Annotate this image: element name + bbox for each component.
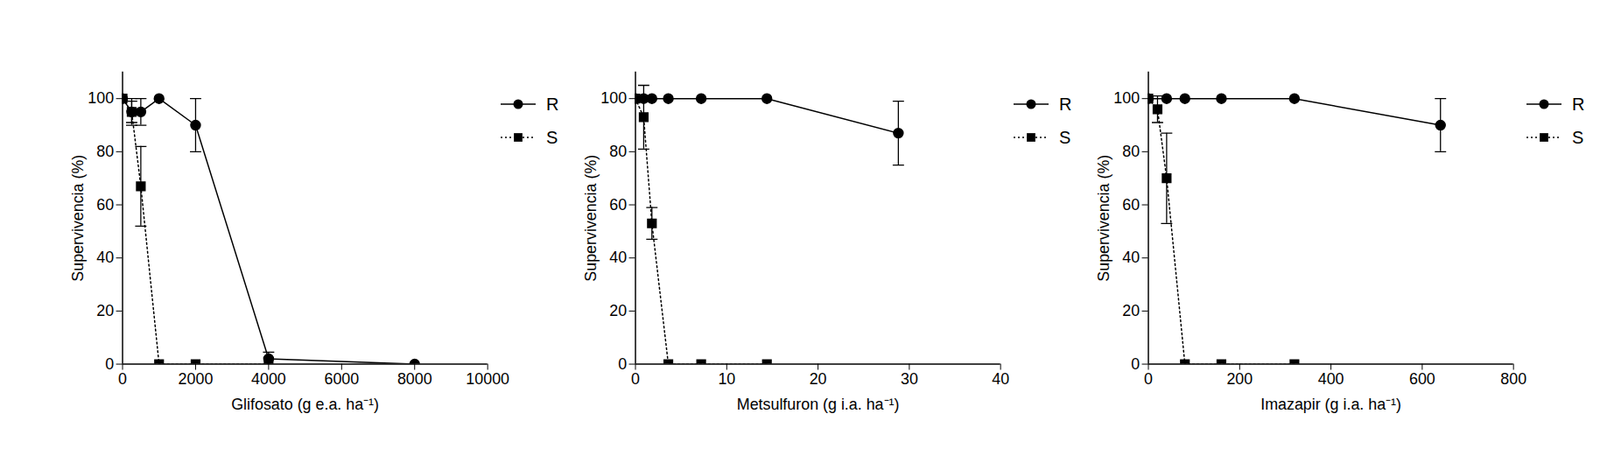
svg-text:40: 40 (609, 248, 627, 267)
svg-text:2000: 2000 (178, 370, 214, 388)
svg-text:20: 20 (1122, 301, 1140, 320)
svg-text:800: 800 (1500, 370, 1527, 388)
svg-text:20: 20 (96, 301, 114, 320)
svg-text:0: 0 (1130, 355, 1140, 373)
svg-text:60: 60 (1122, 196, 1140, 214)
svg-text:Imazapir (g i.a. ha⁻¹): Imazapir (g i.a. ha⁻¹) (1260, 395, 1402, 414)
svg-text:100: 100 (87, 89, 114, 107)
svg-text:100: 100 (1113, 89, 1140, 107)
svg-text:80: 80 (96, 142, 114, 161)
html-text:R: R (1059, 94, 1072, 114)
svg-text:40: 40 (991, 370, 1010, 388)
svg-text:0: 0 (118, 370, 127, 388)
svg-text:80: 80 (609, 142, 627, 161)
svg-text:0: 0 (617, 355, 627, 373)
svg-text:6000: 6000 (323, 370, 359, 388)
svg-text:600: 600 (1409, 370, 1436, 388)
svg-text:60: 60 (609, 196, 627, 214)
svg-text:100: 100 (600, 89, 627, 107)
svg-text:Supervivencia (%): Supervivencia (%) (1094, 154, 1113, 282)
svg-text:0: 0 (631, 370, 640, 388)
svg-text:Glifosato (g e.a. ha⁻¹): Glifosato (g e.a. ha⁻¹) (231, 395, 379, 414)
svg-text:60: 60 (96, 196, 114, 214)
svg-text:40: 40 (96, 248, 114, 267)
svg-text:Metsulfuron (g i.a. ha⁻¹): Metsulfuron (g i.a. ha⁻¹) (736, 395, 900, 414)
svg-text:10: 10 (717, 370, 736, 388)
svg-text:40: 40 (1122, 248, 1140, 267)
svg-text:20: 20 (609, 301, 627, 320)
svg-text:0: 0 (105, 355, 114, 373)
html-text:R: R (1571, 94, 1585, 114)
svg-text:4000: 4000 (251, 370, 287, 388)
html-text:R: R (546, 94, 559, 114)
svg-text:0: 0 (1143, 370, 1153, 388)
html-text:S: S (1571, 127, 1584, 147)
svg-text:Supervivencia (%): Supervivencia (%) (69, 154, 87, 282)
svg-text:80: 80 (1122, 142, 1140, 161)
svg-text:8000: 8000 (397, 370, 433, 388)
html-text:S: S (1059, 127, 1071, 147)
svg-text:20: 20 (809, 370, 828, 388)
svg-text:10000: 10000 (465, 370, 510, 388)
svg-text:200: 200 (1226, 370, 1253, 388)
svg-text:400: 400 (1318, 370, 1345, 388)
html-text:S: S (546, 127, 558, 147)
svg-text:Supervivencia (%): Supervivencia (%) (582, 154, 600, 282)
svg-text:30: 30 (900, 370, 919, 388)
